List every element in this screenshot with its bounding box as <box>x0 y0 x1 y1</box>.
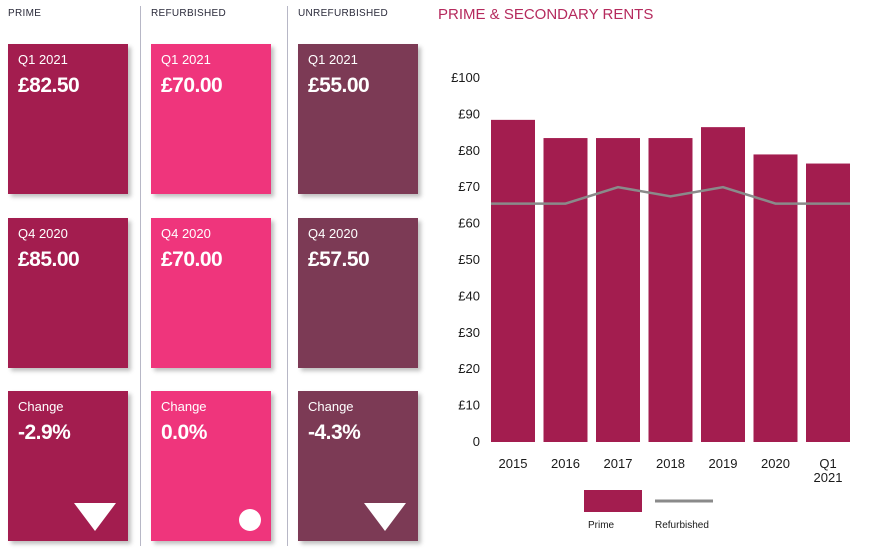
card-value: £55.00 <box>308 74 370 97</box>
unrefurbished-q1-2021-card: Q1 2021 £55.00 <box>298 44 418 194</box>
chart-title: PRIME & SECONDARY RENTS <box>438 6 654 23</box>
x-tick-label: 2020 <box>761 456 790 471</box>
refurbished-q1-2021-card: Q1 2021 £70.00 <box>151 44 271 194</box>
line-refurbished <box>491 185 850 205</box>
y-tick-label: £40 <box>458 288 480 303</box>
y-tick-label: £30 <box>458 325 480 340</box>
card-period: Change <box>308 399 354 414</box>
refurbished-q4-2020-card: Q4 2020 £70.00 <box>151 218 271 368</box>
bar-prime <box>648 138 693 442</box>
card-period: Change <box>161 399 207 414</box>
x-tick-label: Q1 <box>819 456 836 471</box>
down-triangle-icon <box>74 503 116 531</box>
column-header-refurbished: REFURBISHED <box>151 8 226 19</box>
card-period: Q1 2021 <box>18 52 68 67</box>
card-value: £57.50 <box>308 248 370 271</box>
y-tick-label: £20 <box>458 361 480 376</box>
x-tick-label: 2021 <box>814 470 843 485</box>
card-period: Q1 2021 <box>161 52 211 67</box>
prime-change-card: Change -2.9% <box>8 391 128 541</box>
legend-swatch-prime <box>584 490 642 512</box>
card-period: Q4 2020 <box>308 226 358 241</box>
prime-q4-2020-card: Q4 2020 £85.00 <box>8 218 128 368</box>
bar-prime <box>701 127 745 442</box>
card-period: Q1 2021 <box>308 52 358 67</box>
card-value: £70.00 <box>161 74 223 97</box>
legend-label-prime: Prime <box>588 520 615 531</box>
card-period: Change <box>18 399 64 414</box>
column-divider <box>287 6 288 546</box>
y-tick-label: £10 <box>458 398 480 413</box>
card-value: -4.3% <box>308 421 361 444</box>
y-tick-label: £70 <box>458 179 480 194</box>
rents-chart: 0 £10 £20 £30 £40 £50 £60 £70 £80 £90 £100 2015 2016… <box>451 70 850 531</box>
y-tick-label: £60 <box>458 216 480 231</box>
unrefurbished-q4-2020-card: Q4 2020 £57.50 <box>298 218 418 368</box>
refurbished-change-card: Change 0.0% <box>151 391 271 541</box>
down-triangle-icon <box>364 503 406 531</box>
bar-prime <box>596 138 640 442</box>
card-value: -2.9% <box>18 421 71 444</box>
bar-prime <box>543 138 588 442</box>
x-tick-label: 2019 <box>709 456 738 471</box>
y-tick-label: 0 <box>473 434 480 449</box>
circle-icon <box>239 509 261 531</box>
y-tick-label: £80 <box>458 143 480 158</box>
legend-label-refurbished: Refurbished <box>655 520 709 531</box>
card-value: 0.0% <box>161 421 207 444</box>
y-tick-label: £50 <box>458 252 480 267</box>
y-tick-label: £90 <box>458 106 480 121</box>
column-divider <box>140 6 141 546</box>
column-header-unrefurbished: UNREFURBISHED <box>298 8 389 19</box>
x-tick-label: 2016 <box>551 456 580 471</box>
x-tick-label: 2015 <box>499 456 528 471</box>
card-value: £82.50 <box>18 74 80 97</box>
unrefurbished-change-card: Change -4.3% <box>298 391 418 541</box>
prime-q1-2021-card: Q1 2021 £82.50 <box>8 44 128 194</box>
y-tick-label: £100 <box>451 70 480 85</box>
card-period: Q4 2020 <box>161 226 211 241</box>
card-value: £70.00 <box>161 248 223 271</box>
x-tick-label: 2018 <box>656 456 685 471</box>
bar-prime <box>806 163 850 442</box>
card-period: Q4 2020 <box>18 226 68 241</box>
x-tick-label: 2017 <box>604 456 633 471</box>
bar-prime <box>491 119 535 443</box>
card-value: £85.00 <box>18 248 80 271</box>
column-header-prime: PRIME <box>8 8 42 19</box>
